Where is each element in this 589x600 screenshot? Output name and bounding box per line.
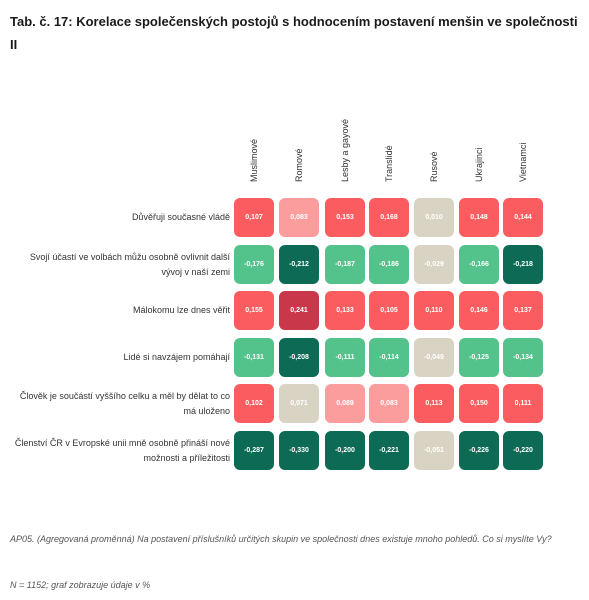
heatmap-cell: -0,220 <box>503 431 543 470</box>
heatmap-cell: 0,137 <box>503 291 543 330</box>
column-label-text: Muslimové <box>249 138 259 182</box>
heatmap-cell: -0,187 <box>325 245 365 284</box>
heatmap-cell: 0,010 <box>414 198 454 237</box>
heatmap-cell: 0,089 <box>325 384 365 423</box>
heatmap-cell: -0,049 <box>414 338 454 377</box>
heatmap-cell: -0,166 <box>459 245 499 284</box>
heatmap-cell: -0,176 <box>234 245 274 284</box>
page-title: Tab. č. 17: Korelace společenských posto… <box>10 14 578 52</box>
column-label-text: Ukrajinci <box>474 147 484 182</box>
heatmap-cell: -0,114 <box>369 338 409 377</box>
heatmap-cell: -0,029 <box>414 245 454 284</box>
heatmap-cell: 0,146 <box>459 291 499 330</box>
heatmap-cell: 0,107 <box>234 198 274 237</box>
heatmap-cell: -0,111 <box>325 338 365 377</box>
heatmap-cell: 0,113 <box>414 384 454 423</box>
heatmap-cell: 0,148 <box>459 198 499 237</box>
heatmap-cell: 0,153 <box>325 198 365 237</box>
heatmap-cell: 0,155 <box>234 291 274 330</box>
heatmap-cell: 0,133 <box>325 291 365 330</box>
heatmap-cell: 0,083 <box>279 198 319 237</box>
heatmap-cell: 0,105 <box>369 291 409 330</box>
heatmap-cell: 0,241 <box>279 291 319 330</box>
heatmap-cell: -0,221 <box>369 431 409 470</box>
row-label: Důvěřuji současné vládě <box>131 212 230 222</box>
heatmap-cell: -0,186 <box>369 245 409 284</box>
column-label-text: Translidé <box>384 145 394 182</box>
row-label: Lidé si navzájem pomáhají <box>123 352 230 362</box>
heatmap-cell: -0,287 <box>234 431 274 470</box>
heatmap-cell: -0,131 <box>234 338 274 377</box>
heatmap-cell: 0,168 <box>369 198 409 237</box>
heatmap-cell: 0,071 <box>279 384 319 423</box>
correlation-heatmap: Muslimové Romové Lesby a gayové Translidé Ru… <box>14 118 543 470</box>
row-label: Členství ČR v Evropské unii mně osobně p… <box>14 437 230 463</box>
heatmap-cell: 0,111 <box>503 384 543 423</box>
heatmap-cell: -0,330 <box>279 431 319 470</box>
heatmap-cell: -0,051 <box>414 431 454 470</box>
heatmap-cell: 0,144 <box>503 198 543 237</box>
heatmap-cell: 0,102 <box>234 384 274 423</box>
heatmap-cell: -0,218 <box>503 245 543 284</box>
row-label: Málokomu lze dnes věřit <box>132 305 230 315</box>
heatmap-cell: -0,212 <box>279 245 319 284</box>
heatmap-cell: -0,200 <box>325 431 365 470</box>
question-note: AP05. (Agregovaná proměnná) Na postavení… <box>10 534 552 544</box>
heatmap-cell: -0,134 <box>503 338 543 377</box>
heatmap-cell: -0,226 <box>459 431 499 470</box>
heatmap-cell: 0,150 <box>459 384 499 423</box>
heatmap-cell: -0,208 <box>279 338 319 377</box>
column-label-text: Vietnamci <box>518 142 528 182</box>
column-label-text: Rusové <box>429 151 439 182</box>
heatmap-cell: 0,083 <box>369 384 409 423</box>
column-label-text: Lesby a gayové <box>340 118 350 182</box>
row-label: Svojí účastí ve volbách můžu osobně ovli… <box>29 251 230 277</box>
row-label: Člověk je součástí vyššího celku a měl b… <box>19 390 230 416</box>
heatmap-cell: 0,110 <box>414 291 454 330</box>
heatmap-cell: -0,125 <box>459 338 499 377</box>
column-label-text: Romové <box>294 148 304 182</box>
sample-note: N = 1152; graf zobrazuje údaje v % <box>10 580 151 590</box>
